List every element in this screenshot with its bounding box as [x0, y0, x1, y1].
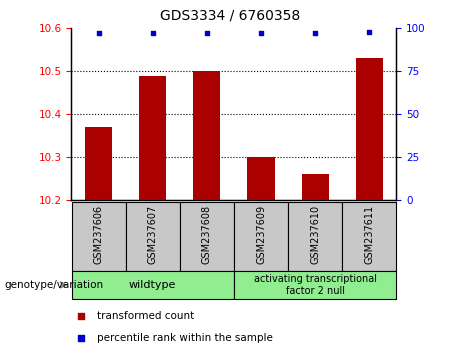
Bar — [180, 202, 234, 271]
Bar — [71, 271, 234, 299]
Point — [77, 335, 85, 341]
Bar — [234, 202, 288, 271]
Text: transformed count: transformed count — [97, 311, 195, 321]
Bar — [301, 174, 329, 200]
Point — [95, 31, 102, 36]
Text: GDS3334 / 6760358: GDS3334 / 6760358 — [160, 9, 301, 23]
Bar — [193, 71, 220, 200]
Bar — [71, 202, 125, 271]
Point — [77, 314, 85, 319]
Point — [366, 29, 373, 35]
Bar — [126, 202, 180, 271]
Bar — [288, 202, 342, 271]
Text: GSM237606: GSM237606 — [94, 205, 104, 264]
Text: GSM237608: GSM237608 — [202, 205, 212, 264]
Bar — [139, 75, 166, 200]
Bar — [248, 157, 275, 200]
Text: GSM237610: GSM237610 — [310, 205, 320, 264]
Bar — [234, 271, 396, 299]
Point — [312, 31, 319, 36]
Text: genotype/variation: genotype/variation — [5, 280, 104, 290]
Bar — [85, 127, 112, 200]
Text: percentile rank within the sample: percentile rank within the sample — [97, 332, 273, 343]
Point — [257, 31, 265, 36]
Point — [203, 31, 211, 36]
Bar — [356, 58, 383, 200]
Point — [149, 31, 156, 36]
Text: wildtype: wildtype — [129, 280, 177, 290]
Bar — [343, 202, 396, 271]
Text: GSM237609: GSM237609 — [256, 205, 266, 264]
Text: activating transcriptional
factor 2 null: activating transcriptional factor 2 null — [254, 274, 377, 296]
Text: GSM237611: GSM237611 — [364, 205, 374, 264]
Text: GSM237607: GSM237607 — [148, 205, 158, 264]
